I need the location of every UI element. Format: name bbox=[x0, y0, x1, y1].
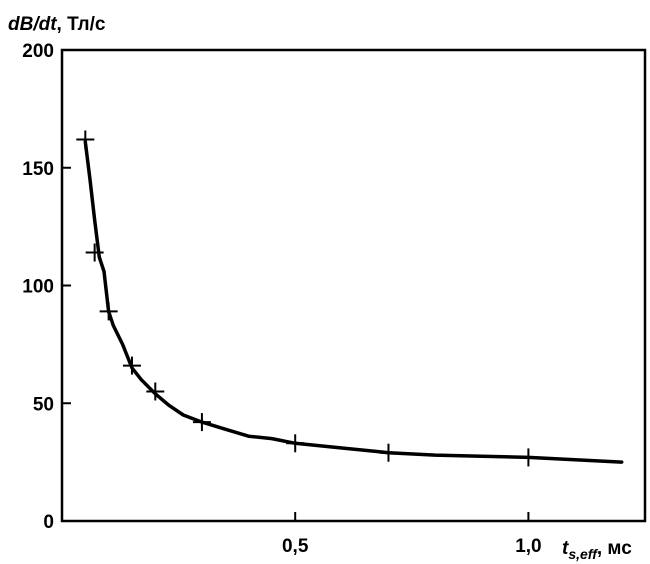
x-tick-label: 0,5 bbox=[282, 536, 309, 557]
series-group bbox=[85, 142, 621, 462]
y-axis-variable: dB/dt bbox=[8, 14, 57, 35]
markers-group bbox=[76, 130, 537, 466]
x-axis-label: ts,eff, мс bbox=[562, 538, 632, 562]
series-line bbox=[85, 142, 621, 462]
data-point-marker bbox=[100, 302, 118, 320]
y-tick-label: 0 bbox=[43, 512, 54, 533]
data-point-marker bbox=[123, 357, 141, 375]
x-tick-label: 1,0 bbox=[515, 536, 541, 557]
data-point-marker bbox=[193, 413, 211, 431]
y-axis-unit: , Тл/с bbox=[57, 14, 106, 35]
y-axis-label: dB/dt, Тл/с bbox=[8, 14, 106, 35]
y-tick-label: 200 bbox=[22, 41, 54, 62]
data-point-marker bbox=[519, 448, 537, 466]
data-point-marker bbox=[379, 444, 397, 462]
y-axis-ticks: 0 50 100 150 200 bbox=[22, 41, 71, 533]
x-axis-ticks: 0,5 1,0 bbox=[282, 512, 542, 557]
data-point-marker bbox=[76, 130, 94, 148]
x-axis-unit: , мс bbox=[597, 538, 632, 559]
x-axis-subscript: s,eff bbox=[568, 546, 598, 562]
data-point-marker bbox=[286, 434, 304, 452]
y-tick-label: 50 bbox=[33, 394, 54, 415]
y-tick-label: 150 bbox=[22, 159, 54, 180]
y-tick-label: 100 bbox=[22, 277, 54, 298]
